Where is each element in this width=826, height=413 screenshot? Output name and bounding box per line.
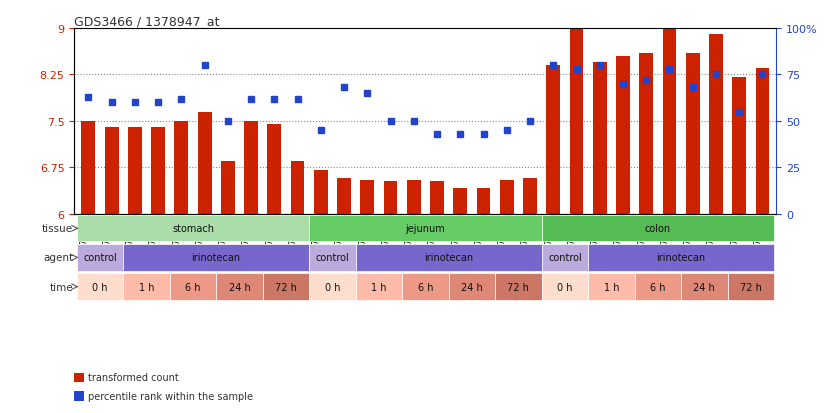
Text: 24 h: 24 h [694,282,715,292]
Bar [616,57,630,214]
FancyBboxPatch shape [77,245,123,271]
Bar [383,182,397,214]
Text: 72 h: 72 h [507,282,529,292]
Text: stomach: stomach [172,224,214,234]
Text: 0 h: 0 h [93,282,107,292]
Bar [105,128,118,214]
Bar [151,128,165,214]
Bar [523,178,537,214]
Bar [709,35,723,214]
Bar [570,29,583,214]
FancyBboxPatch shape [309,274,356,300]
Bar [546,66,560,214]
Text: 6 h: 6 h [418,282,433,292]
Text: control: control [316,253,349,263]
Text: 24 h: 24 h [229,282,250,292]
Text: 6 h: 6 h [650,282,666,292]
Text: 6 h: 6 h [185,282,201,292]
FancyBboxPatch shape [123,245,309,271]
Text: control: control [548,253,582,263]
FancyBboxPatch shape [449,274,495,300]
Bar [733,78,746,214]
Text: 1 h: 1 h [139,282,154,292]
Bar [662,29,676,214]
Bar [221,161,235,214]
Bar [453,188,468,214]
Bar [291,161,305,214]
Text: agent: agent [43,253,74,263]
Text: jejunum: jejunum [406,224,445,234]
FancyBboxPatch shape [542,216,774,242]
Bar [477,188,491,214]
Text: irinotecan: irinotecan [657,253,705,263]
FancyBboxPatch shape [77,274,123,300]
Bar [639,54,653,214]
FancyBboxPatch shape [634,274,681,300]
FancyBboxPatch shape [588,245,774,271]
Bar [244,121,258,214]
FancyBboxPatch shape [77,216,309,242]
Text: control: control [83,253,116,263]
FancyBboxPatch shape [309,216,542,242]
Text: tissue: tissue [42,224,74,234]
Bar [128,128,142,214]
FancyBboxPatch shape [681,274,728,300]
FancyBboxPatch shape [356,274,402,300]
Bar [430,182,444,214]
Text: 72 h: 72 h [275,282,297,292]
Bar [314,171,328,214]
Text: irinotecan: irinotecan [192,253,240,263]
FancyBboxPatch shape [263,274,309,300]
Bar [337,179,351,214]
Text: 24 h: 24 h [461,282,482,292]
Text: 0 h: 0 h [557,282,572,292]
FancyBboxPatch shape [169,274,216,300]
Text: irinotecan: irinotecan [424,253,473,263]
Bar [81,121,95,214]
Bar [197,112,211,214]
Bar [174,121,188,214]
Text: 1 h: 1 h [604,282,620,292]
FancyBboxPatch shape [542,245,588,271]
FancyBboxPatch shape [309,245,356,271]
Bar [756,69,770,214]
Text: 1 h: 1 h [371,282,387,292]
Text: transformed count: transformed count [88,373,178,382]
FancyBboxPatch shape [495,274,542,300]
Bar [360,180,374,214]
Bar [500,180,514,214]
FancyBboxPatch shape [123,274,169,300]
FancyBboxPatch shape [402,274,449,300]
FancyBboxPatch shape [542,274,588,300]
Bar [268,125,281,214]
FancyBboxPatch shape [728,274,774,300]
Bar [593,63,607,214]
Text: 72 h: 72 h [740,282,762,292]
Text: 0 h: 0 h [325,282,340,292]
FancyBboxPatch shape [588,274,634,300]
Text: time: time [50,282,74,292]
FancyBboxPatch shape [356,245,542,271]
Text: percentile rank within the sample: percentile rank within the sample [88,391,253,401]
Bar [406,180,420,214]
FancyBboxPatch shape [216,274,263,300]
Text: colon: colon [645,224,671,234]
Text: GDS3466 / 1378947_at: GDS3466 / 1378947_at [74,15,220,28]
Bar [686,54,700,214]
